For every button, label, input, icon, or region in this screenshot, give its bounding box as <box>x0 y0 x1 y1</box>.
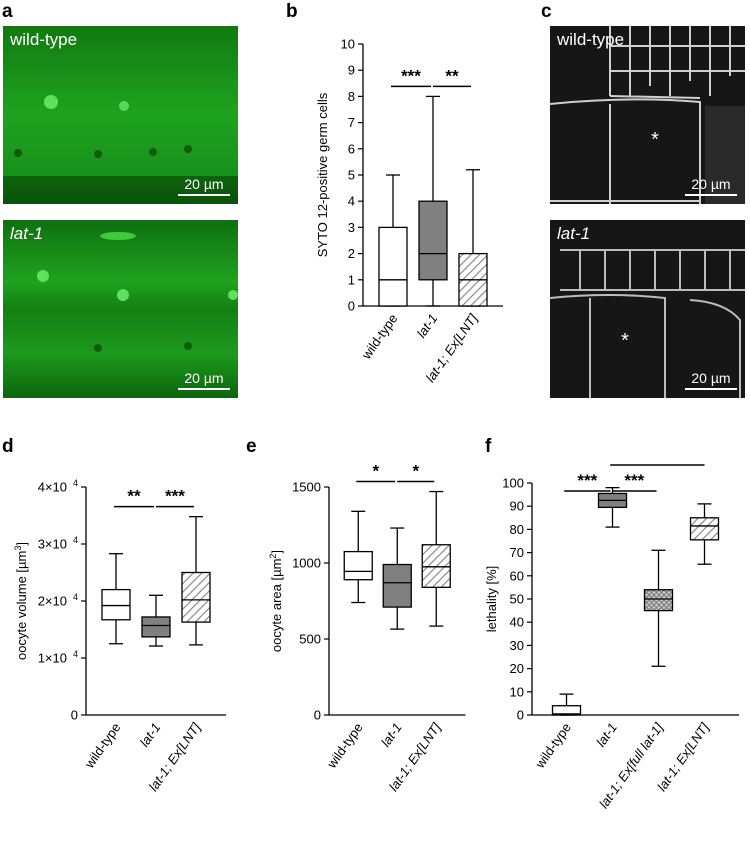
y-tick-label-f: 80 <box>510 522 524 537</box>
micrograph-a-lat1: lat-1 20 µm <box>3 220 238 398</box>
box-d-2 <box>181 571 211 623</box>
micrograph-a-lat1-label: lat-1 <box>10 224 44 243</box>
micrograph-c-lat1: * lat-1 20 µm <box>550 220 745 398</box>
y-tick-label-d: 1×10 <box>38 651 67 666</box>
y-tick-label-e: 500 <box>299 632 321 647</box>
y-tick-label-d: 3×10 <box>38 537 67 552</box>
y-tick-label-f: 50 <box>510 592 524 607</box>
micrograph-c-wildtype: * wild-type 20 µm <box>550 26 745 204</box>
box-f-3 <box>689 517 720 541</box>
panel-letter-f: f <box>485 436 492 457</box>
scale-bar-c-top-text: 20 µm <box>691 176 731 192</box>
box-d-0 <box>101 588 131 621</box>
y-tick-label-f: 40 <box>510 615 524 630</box>
scale-bar-c-top: 20 µm <box>685 176 737 196</box>
micrograph-a-wildtype-label: wild-type <box>10 30 78 49</box>
x-category-label-b: wild-type <box>358 311 400 362</box>
panel-letter-a: a <box>2 1 13 22</box>
y-tick-label-d: 0 <box>71 708 78 723</box>
y-tick-label-b: 2 <box>348 246 355 261</box>
scale-bar-c-bottom-text: 20 µm <box>691 370 731 386</box>
y-axis-label-b: SYTO 12-positive germ cells <box>315 92 330 257</box>
x-category-label-e: wild-type <box>323 720 365 771</box>
chart-e-oocyte-area: 0 500 1000 1500 oocyte area [µm2] wild-type la… <box>268 462 466 794</box>
significance-label-e: * <box>372 462 379 481</box>
y-tick-label-f: 60 <box>510 568 524 583</box>
y-tick-label-b: 10 <box>341 37 355 52</box>
micrograph-c-lat1-label: lat-1 <box>557 224 591 243</box>
y-tick-exponent-d: 4 <box>73 592 78 602</box>
micrograph-a-lat1-image <box>3 220 238 398</box>
y-tick-label-b: 1 <box>348 272 355 287</box>
y-tick-exponent-d: 4 <box>73 535 78 545</box>
y-tick-label-d: 2×10 <box>38 594 67 609</box>
box-b-0 <box>378 226 408 307</box>
significance-label-e: * <box>412 462 419 481</box>
y-axis-label-f: lethality [%] <box>484 566 499 632</box>
significance-label-f: *** <box>647 460 667 464</box>
micrograph-c-wildtype-label: wild-type <box>557 30 625 49</box>
y-tick-label-e: 0 <box>314 708 321 723</box>
y-tick-label-b: 6 <box>348 141 355 156</box>
significance-label-b: ** <box>445 66 459 85</box>
y-tick-label-e: 1500 <box>292 480 321 495</box>
y-tick-label-d: 4×10 <box>38 480 67 495</box>
y-tick-label-f: 0 <box>517 708 524 723</box>
scale-bar-a-top-text: 20 µm <box>184 176 224 192</box>
y-tick-label-b: 3 <box>348 220 355 235</box>
y-axis-label-e: oocyte area [µm2] <box>268 550 284 652</box>
micrograph-c-wildtype-image: * <box>550 26 745 204</box>
chart-d-oocyte-volume: 0 1×10 4 2×10 4 3×10 4 4×10 4 oocyte volume [µm3]… <box>13 478 226 794</box>
y-axis-label-d: oocyte volume [µm3] <box>13 542 29 660</box>
y-tick-label-b: 7 <box>348 115 355 130</box>
scale-bar-a-bottom: 20 µm <box>178 370 230 390</box>
x-category-label-f: lat-1 <box>593 720 620 749</box>
box-b-1 <box>418 200 448 281</box>
y-tick-label-f: 100 <box>502 476 524 491</box>
scale-bar-c-bottom: 20 µm <box>685 370 737 390</box>
y-tick-label-e: 1000 <box>292 556 321 571</box>
micrograph-a-wildtype-image <box>3 26 238 204</box>
x-category-label-b: lat-1 <box>414 311 441 340</box>
significance-label-f: *** <box>577 471 597 490</box>
scale-bar-a-top: 20 µm <box>178 176 230 196</box>
y-tick-label-b: 5 <box>348 168 355 183</box>
significance-label-d: ** <box>127 487 141 506</box>
y-tick-label-b: 0 <box>348 299 355 314</box>
box-e-2 <box>421 544 451 588</box>
y-tick-label-f: 90 <box>510 499 524 514</box>
significance-label-b: *** <box>401 66 421 85</box>
micrograph-a-wildtype: wild-type 20 µm <box>3 26 238 204</box>
y-tick-label-b: 9 <box>348 63 355 78</box>
y-tick-label-f: 70 <box>510 545 524 560</box>
y-tick-label-f: 10 <box>510 684 524 699</box>
box-f-0 <box>551 705 582 716</box>
chart-b-syto12: 0 1 2 3 4 5 6 7 8 9 10 SYTO 12-positive germ cells w… <box>315 37 503 385</box>
x-category-label-d: lat-1 <box>137 720 164 749</box>
box-f-2 <box>643 589 674 612</box>
box-e-0 <box>343 550 373 581</box>
micrograph-c-lat1-image: * <box>550 220 745 398</box>
chart-f-lethality: 0 10 20 30 40 50 60 70 80 90 100 lethality [%] wild-… <box>484 460 739 811</box>
panel-letter-e: e <box>246 436 257 457</box>
y-tick-label-f: 30 <box>510 638 524 653</box>
panel-letter-c: c <box>541 1 552 22</box>
significance-label-f: *** <box>624 471 644 490</box>
y-tick-label-b: 4 <box>348 194 355 209</box>
y-tick-exponent-d: 4 <box>73 478 78 488</box>
micrograph-c-wildtype-asterisk: * <box>651 129 659 151</box>
x-category-label-d: wild-type <box>81 720 123 771</box>
box-d-1 <box>141 616 171 638</box>
x-category-label-e: lat-1 <box>378 720 405 749</box>
box-e-1 <box>382 563 412 608</box>
y-tick-label-b: 8 <box>348 89 355 104</box>
x-category-label-f: wild-type <box>532 720 574 771</box>
y-tick-exponent-d: 4 <box>73 649 78 659</box>
micrograph-c-lat1-asterisk: * <box>621 330 629 352</box>
panel-letter-b: b <box>286 1 298 22</box>
scale-bar-a-bottom-text: 20 µm <box>184 370 224 386</box>
panel-letter-d: d <box>2 436 14 457</box>
significance-label-d: *** <box>165 487 185 506</box>
y-tick-label-f: 20 <box>510 661 524 676</box>
